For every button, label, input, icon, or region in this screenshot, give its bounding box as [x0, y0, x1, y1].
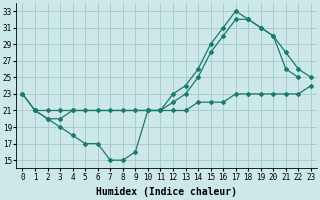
X-axis label: Humidex (Indice chaleur): Humidex (Indice chaleur) — [96, 187, 237, 197]
